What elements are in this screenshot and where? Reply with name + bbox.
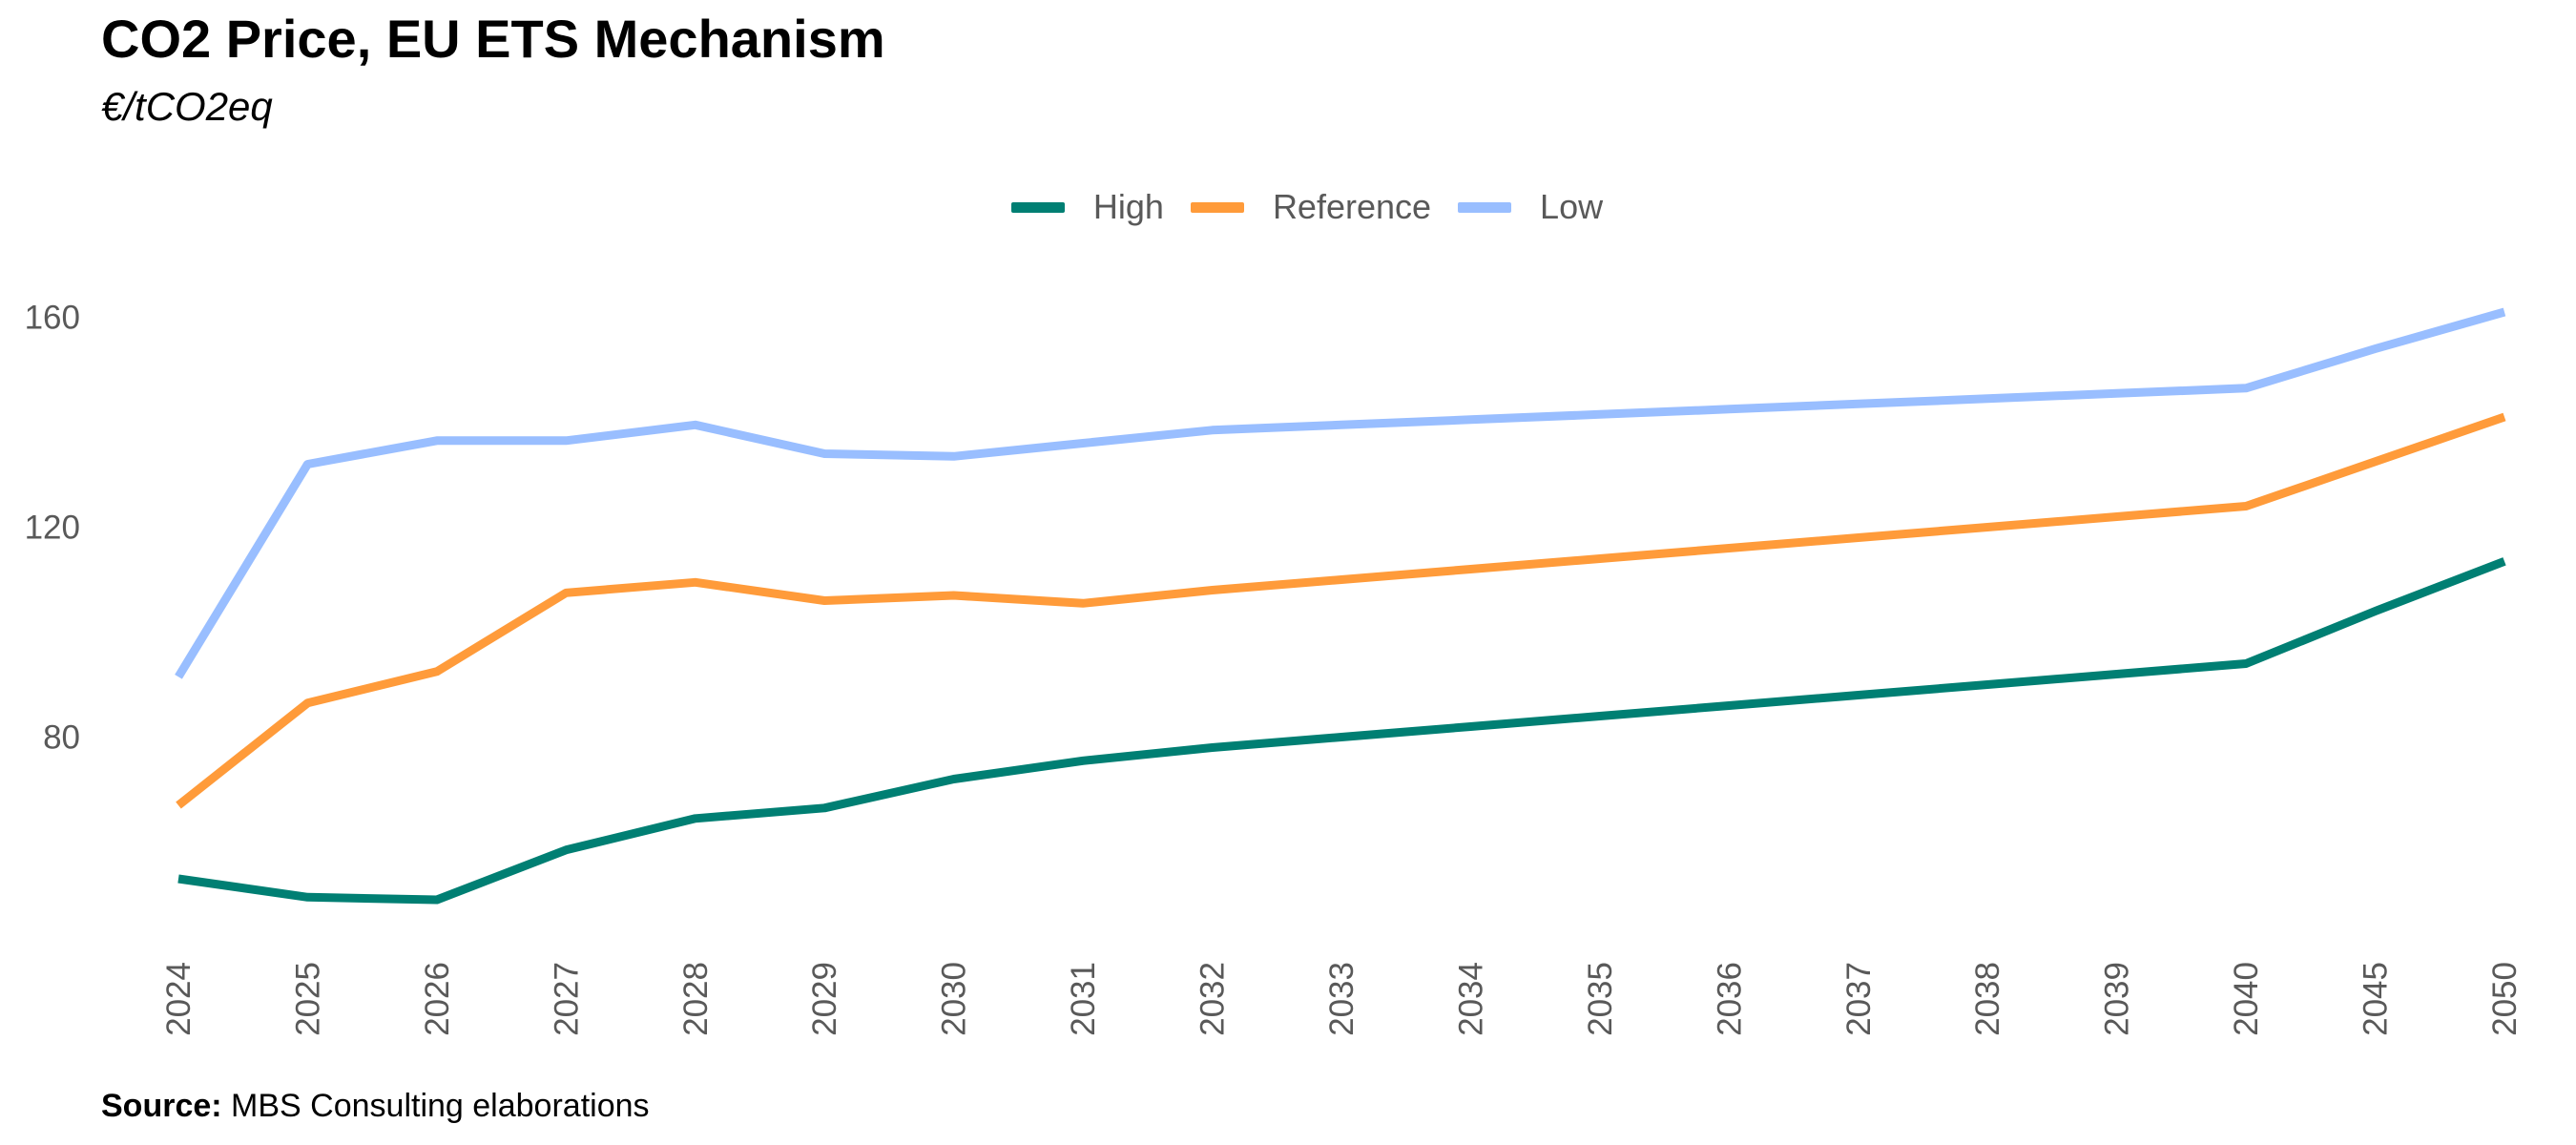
chart-legend: High Reference Low (0, 187, 2576, 227)
legend-label-reference: Reference (1272, 187, 1432, 226)
legend-item-high: High (1010, 187, 1164, 227)
x-tick-label: 2050 (2486, 962, 2524, 1036)
x-tick-label: 2034 (1452, 962, 1489, 1036)
x-tick-label: 2025 (289, 962, 326, 1036)
source-note: Source: MBS Consulting elaborations (101, 1088, 650, 1125)
legend-swatch-low (1458, 201, 1512, 213)
legend-item-low: Low (1458, 187, 1603, 227)
x-tick-label: 2031 (1065, 962, 1102, 1036)
y-tick-label: 160 (25, 300, 80, 337)
x-tick-label: 2040 (2228, 962, 2265, 1036)
x-tick-label: 2033 (1323, 962, 1361, 1036)
legend-swatch-reference (1190, 201, 1244, 213)
x-tick-label: 2028 (677, 962, 715, 1036)
x-tick-label: 2039 (2099, 962, 2136, 1036)
source-text: MBS Consulting elaborations (231, 1088, 650, 1124)
x-tick-label: 2024 (160, 962, 197, 1036)
x-tick-label: 2027 (548, 962, 585, 1036)
x-tick-label: 2030 (936, 962, 973, 1036)
legend-label-high: High (1092, 187, 1164, 226)
x-tick-label: 2036 (1711, 962, 1748, 1036)
series-line-reference (176, 412, 2506, 809)
x-tick-label: 2032 (1195, 962, 1232, 1036)
y-tick-label: 80 (43, 719, 80, 757)
x-tick-label: 2026 (419, 962, 456, 1036)
legend-item-reference: Reference (1190, 187, 1432, 227)
x-tick-label: 2029 (806, 962, 843, 1036)
legend-label-low: Low (1540, 187, 1604, 226)
legend-swatch-high (1010, 201, 1065, 213)
y-tick-label: 120 (25, 510, 80, 547)
x-tick-label: 2045 (2358, 962, 2395, 1036)
chart-subtitle: €/tCO2eq (101, 84, 273, 129)
series-line-low (175, 307, 2506, 679)
x-tick-label: 2035 (1582, 962, 1619, 1036)
source-label: Source: (101, 1088, 222, 1124)
x-tick-label: 2038 (1969, 962, 2006, 1036)
x-tick-label: 2037 (1840, 962, 1878, 1036)
series-line-high (177, 557, 2506, 905)
chart-title: CO2 Price, EU ETS Mechanism (101, 9, 885, 69)
